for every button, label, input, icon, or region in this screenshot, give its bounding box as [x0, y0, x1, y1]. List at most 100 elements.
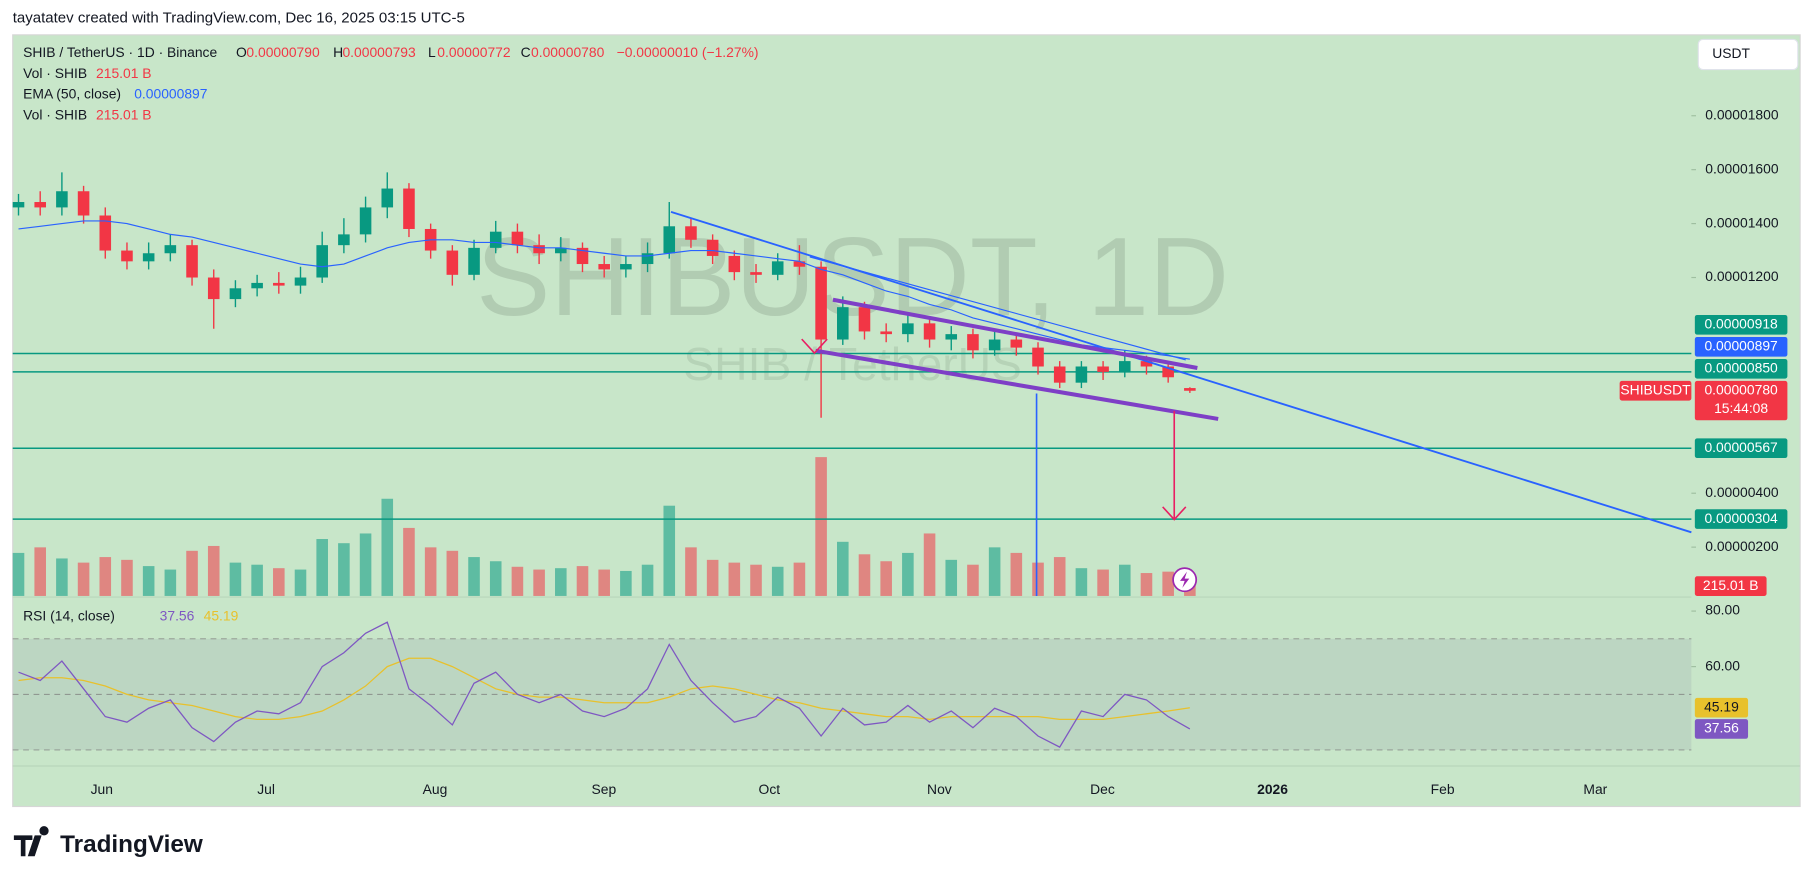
volume-bar: [1097, 569, 1109, 596]
x-tick-label: 2026: [1257, 781, 1288, 797]
volume-bar: [121, 559, 133, 596]
candle-body: [251, 282, 263, 289]
candle-body: [1118, 361, 1131, 372]
rsi-badge-label: 37.56: [1704, 720, 1739, 736]
y-tick-label: 0.00001200: [1705, 268, 1779, 284]
ohlc-key: C: [521, 44, 531, 60]
x-tick-label: Jun: [91, 781, 113, 797]
candle-body: [186, 245, 198, 278]
candle-body: [229, 288, 242, 300]
y-tick-label: 0.00000200: [1705, 538, 1779, 554]
volume-bar: [186, 550, 198, 596]
volume-bar: [533, 569, 545, 596]
legend-volume: Vol · SHIB: [23, 107, 87, 123]
channel-line: [815, 348, 1219, 421]
volume-bar: [1118, 564, 1131, 596]
candle-body: [1162, 366, 1174, 378]
candle-body: [815, 266, 827, 340]
drawings: [670, 210, 1692, 596]
y-tick-label: 0.00001400: [1705, 214, 1779, 230]
candle-body: [381, 188, 394, 208]
candle-body: [1032, 347, 1044, 367]
candle-body: [1053, 366, 1066, 383]
candle-body: [446, 250, 459, 275]
candle-body: [1097, 366, 1109, 372]
x-tick-label: Mar: [1583, 781, 1607, 797]
candle-body: [1140, 361, 1153, 367]
candle-body: [793, 261, 806, 267]
y-tick-label: 0.00001800: [1705, 106, 1779, 122]
volume-bar: [728, 562, 741, 596]
candle-body: [837, 307, 849, 340]
logo-text: TradingView: [60, 831, 203, 858]
candle-body: [728, 255, 741, 273]
rsi-badge-label: 45.19: [1704, 698, 1739, 714]
volume-bar: [12, 552, 25, 596]
volume-bar: [207, 545, 220, 596]
volume-bar: [1053, 557, 1066, 596]
candle-body: [988, 339, 1001, 351]
legend-change: −0.00000010 (−1.27%): [617, 44, 759, 60]
candle-body: [511, 231, 524, 246]
candle-body: [641, 253, 654, 265]
x-tick-label: Aug: [423, 781, 448, 797]
volume-bar: [1075, 568, 1088, 596]
volume-bar: [1140, 573, 1153, 596]
x-tick-label: Dec: [1090, 781, 1115, 797]
ohlc-value: 0.00000790: [246, 44, 320, 60]
arrow-head: [1162, 506, 1187, 521]
price-badge-label: 0.00000850: [1704, 359, 1778, 375]
candle-body: [77, 191, 90, 216]
volume-bar: [294, 569, 307, 596]
ema-line: [18, 220, 1190, 360]
volume-bar: [837, 541, 849, 596]
volume-bar: [620, 570, 632, 596]
candle-body: [750, 272, 762, 275]
symbol-badge-label: SHIBUSDT: [1620, 381, 1691, 397]
candle-body: [359, 207, 372, 235]
price-badge-label: 0.00000304: [1704, 510, 1778, 526]
price-badge-label: 0.00000780: [1704, 381, 1778, 397]
overlay-layer: 0.00000304 0.00000567 0.00000780 15:44:08 SH…: [1619, 314, 1788, 739]
legend-volume-value: 215.01 B: [96, 107, 152, 123]
candle-body: [880, 331, 892, 335]
volume-bar: [663, 505, 676, 596]
currency-button[interactable]: [1697, 38, 1799, 71]
volume-bar: [598, 569, 610, 596]
x-tick-label: Nov: [927, 781, 952, 797]
candle-body: [706, 239, 719, 256]
price-badge: [1694, 380, 1788, 421]
y-tick-label: 0.00000400: [1705, 484, 1779, 500]
volume-bar: [424, 547, 437, 596]
volume-bar: [1010, 552, 1023, 596]
price-badge-label: 0.00000897: [1704, 337, 1778, 353]
rsi-line: [18, 657, 1190, 721]
x-tick-label: Jul: [257, 781, 275, 797]
volume-bar: [880, 561, 892, 596]
candle-body: [923, 323, 936, 340]
rsi-tick-label: 60.00: [1705, 657, 1740, 673]
legend-symbol: SHIB / TetherUS · 1D · Binance: [23, 44, 217, 60]
arrow-head: [801, 338, 828, 355]
candle-body: [620, 264, 632, 270]
candle-body: [99, 215, 112, 251]
candle-body: [576, 247, 589, 265]
candle-body: [121, 250, 133, 262]
candle-body: [273, 282, 285, 286]
price-badge: [1694, 314, 1788, 335]
price-badge: [1694, 336, 1788, 357]
ohlc-key: L: [428, 44, 436, 60]
candle-body: [1075, 366, 1088, 383]
volume-bar: [251, 564, 263, 596]
rsi-badge: [1694, 697, 1749, 718]
candle-body: [598, 264, 610, 270]
volume-bar: [902, 552, 914, 596]
volume-bar: [446, 550, 459, 596]
candle-body: [555, 247, 567, 254]
volume-bar: [511, 566, 524, 596]
candle-body: [1184, 388, 1196, 391]
candle-body: [403, 188, 415, 229]
